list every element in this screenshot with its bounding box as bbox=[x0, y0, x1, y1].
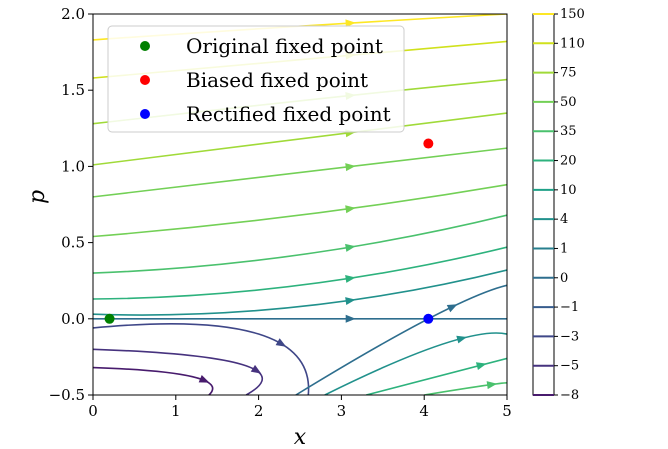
legend-marker-0 bbox=[140, 41, 150, 51]
colorbar-label: 20 bbox=[560, 154, 577, 169]
flow-arrow-15 bbox=[475, 362, 487, 371]
legend-label-1: Biased fixed point bbox=[186, 68, 368, 92]
flow-arrow-11 bbox=[250, 364, 262, 374]
flow-arrow-10 bbox=[275, 338, 287, 347]
colorbar-label: 0 bbox=[560, 271, 568, 286]
colorbar-band bbox=[533, 160, 554, 190]
x-axis-ticks: 0 1 2 3 4 5 bbox=[88, 395, 512, 420]
colorbar-label: 75 bbox=[560, 66, 577, 81]
x-axis-label: x bbox=[294, 425, 307, 449]
colorbar-band bbox=[533, 189, 554, 220]
colorbar-band bbox=[533, 14, 554, 44]
colorbar-label: 35 bbox=[560, 124, 577, 139]
flow-arrow-5 bbox=[345, 205, 356, 214]
x-tick-label: 4 bbox=[419, 402, 429, 420]
flow-arrow-13 bbox=[446, 304, 458, 313]
x-tick-label: 2 bbox=[254, 402, 264, 420]
colorbar-band bbox=[533, 365, 554, 395]
colorbar-band bbox=[533, 72, 554, 102]
fixed-points bbox=[104, 138, 434, 324]
fixed-point-2 bbox=[423, 313, 434, 324]
legend-box bbox=[107, 25, 405, 133]
flow-arrow-6 bbox=[345, 243, 356, 252]
streamline-5 bbox=[93, 183, 507, 238]
colorbar-band bbox=[533, 43, 554, 73]
streamline-8 bbox=[93, 269, 507, 316]
legend-label-2: Rectified fixed point bbox=[186, 102, 391, 126]
streamline-7 bbox=[93, 246, 507, 300]
flow-arrow-14 bbox=[456, 335, 467, 344]
colorbar-band bbox=[533, 307, 554, 337]
y-tick-label: −0.5 bbox=[49, 386, 85, 404]
y-axis-ticks: −0.5 0.0 0.5 1.0 1.5 2.0 bbox=[49, 5, 93, 404]
colorbar-band bbox=[533, 101, 554, 132]
colorbar-band bbox=[533, 131, 554, 161]
fixed-point-0 bbox=[104, 313, 115, 324]
streamline-15 bbox=[366, 357, 507, 395]
colorbar-label: 10 bbox=[560, 183, 577, 198]
x-tick-label: 5 bbox=[502, 402, 512, 420]
flow-arrow-12 bbox=[198, 375, 210, 383]
y-tick-label: 2.0 bbox=[61, 5, 85, 23]
colorbar-band bbox=[533, 277, 554, 308]
streamline-14 bbox=[324, 332, 507, 395]
colorbar-label: 150 bbox=[560, 7, 585, 22]
flow-arrow-16 bbox=[486, 381, 498, 390]
x-tick-label: 0 bbox=[88, 402, 98, 420]
colorbar-band bbox=[533, 219, 554, 249]
colorbar-label: −8 bbox=[560, 388, 579, 403]
colorbar-band bbox=[533, 248, 554, 278]
flow-arrow-8 bbox=[345, 297, 356, 305]
flow-arrow-0 bbox=[345, 19, 356, 28]
x-tick-label: 3 bbox=[337, 402, 347, 420]
y-tick-label: 1.0 bbox=[61, 157, 85, 175]
legend-marker-1 bbox=[140, 75, 150, 85]
streamline-4 bbox=[93, 147, 507, 198]
colorbar-label: 110 bbox=[560, 36, 585, 51]
colorbar-label: 4 bbox=[560, 212, 568, 227]
streamline-16 bbox=[424, 382, 507, 395]
flow-arrow-4 bbox=[345, 163, 356, 172]
colorbar-band bbox=[533, 336, 554, 366]
y-tick-label: 0.5 bbox=[61, 234, 85, 252]
y-axis-label: p bbox=[25, 190, 50, 204]
legend-label-0: Original fixed point bbox=[186, 34, 383, 58]
legend: Original fixed point Biased fixed point Re… bbox=[107, 25, 405, 133]
streamline-10 bbox=[93, 323, 310, 395]
fixed-point-1 bbox=[423, 138, 434, 149]
flow-arrow-9 bbox=[345, 314, 356, 323]
colorbar-label: −1 bbox=[560, 300, 579, 315]
colorbar-label: 1 bbox=[560, 241, 568, 256]
colorbar-label: 50 bbox=[560, 95, 577, 110]
streamline-6 bbox=[93, 214, 507, 274]
streamline-3 bbox=[93, 112, 507, 166]
streamline-12 bbox=[93, 366, 214, 395]
colorbar-label: −5 bbox=[560, 359, 579, 374]
y-tick-label: 1.5 bbox=[61, 81, 85, 99]
flow-arrow-7 bbox=[345, 275, 356, 283]
legend-marker-2 bbox=[140, 109, 150, 119]
y-tick-label: 0.0 bbox=[61, 310, 85, 328]
x-tick-label: 1 bbox=[171, 402, 181, 420]
colorbar-label: −3 bbox=[560, 329, 579, 344]
streamline-11 bbox=[93, 348, 264, 395]
plot-frame bbox=[92, 13, 508, 396]
